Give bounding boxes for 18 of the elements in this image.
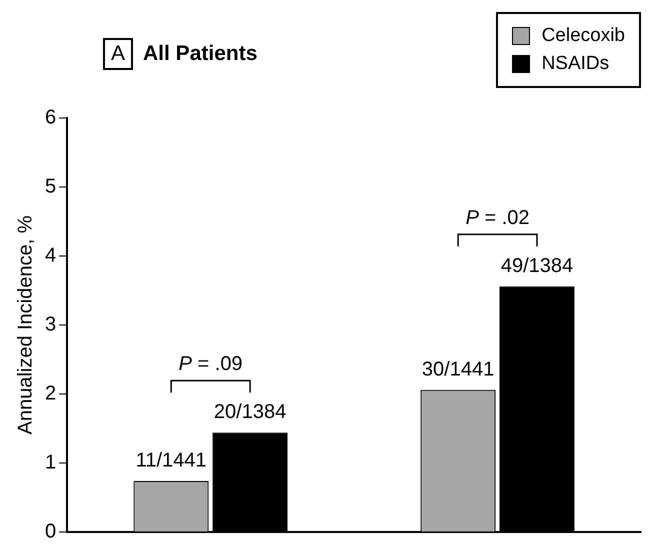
y-tick-label: 4 [45,244,56,267]
text: A [103,38,134,70]
y-tick-label: 1 [45,452,56,474]
annotation: P = .02 [466,206,530,229]
data-label: 49/1384 [500,254,574,277]
chart-title: All Patients [143,42,258,66]
data-label: 20/1384 [214,401,286,424]
y-tick-label: 2 [45,382,56,405]
legend-label: NSAIDs [542,52,610,76]
legend-label: Celecoxib [542,24,625,48]
data-label: 30/1441 [422,358,494,380]
y-axis-title: Annualized Incidence, % [14,215,37,435]
data-label: 11/1441 [136,449,207,472]
y-tick-label: 0 [45,520,56,543]
y-tick-label: 3 [45,314,56,336]
annotation: P = .09 [178,353,243,376]
y-tick-label: 5 [45,176,56,198]
y-tick-label: 6 [45,106,56,129]
